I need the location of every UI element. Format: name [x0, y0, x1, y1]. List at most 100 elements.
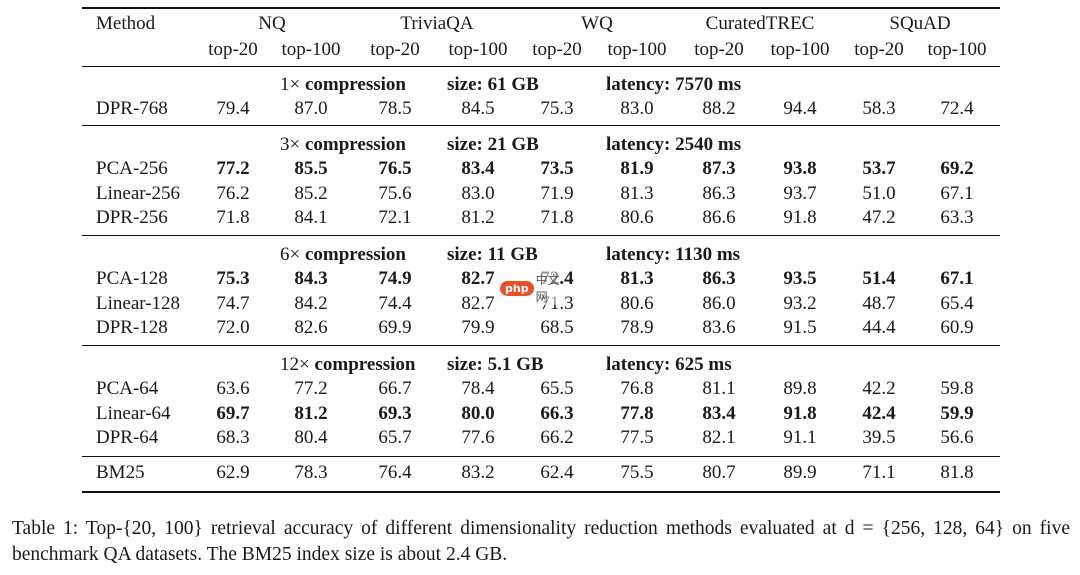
table-cell: 58.3	[862, 98, 896, 119]
dataset-header: NQ	[258, 13, 286, 34]
subheader-top-k: top-20	[208, 39, 258, 60]
table-cell: 66.3	[540, 402, 574, 424]
table-cell: 93.5	[783, 268, 817, 289]
watermark-logo: php 中文网	[500, 271, 560, 305]
table-cell: 65.7	[378, 427, 412, 448]
method-name: Linear-64	[96, 402, 171, 424]
table-cell: 80.4	[294, 427, 328, 448]
table-cell: 83.2	[461, 462, 495, 483]
table-cell: 68.5	[540, 317, 574, 338]
dataset-header: TriviaQA	[400, 13, 474, 34]
table-cell: 83.0	[461, 182, 495, 204]
table-cell: 53.7	[862, 158, 896, 179]
table-cell: 75.3	[540, 98, 574, 119]
subheader-top-k: top-100	[607, 39, 667, 60]
table-cell: 78.5	[378, 98, 412, 119]
table-cell: 71.1	[862, 462, 896, 483]
table-cell: 83.4	[461, 158, 495, 179]
size-label: size: 11 GB	[447, 244, 538, 265]
table-cell: 42.4	[862, 402, 896, 424]
table-cell: 76.5	[378, 158, 412, 179]
table-cell: 78.4	[461, 378, 495, 399]
subheader-top-k: top-20	[532, 39, 582, 60]
subheader-top-k: top-20	[370, 39, 420, 60]
compression-label: 6× compression	[280, 244, 406, 265]
table-cell: 56.6	[940, 427, 974, 448]
table-cell: 76.8	[620, 378, 654, 399]
table-cell: 80.7	[702, 462, 736, 483]
table-cell: 84.3	[294, 268, 328, 289]
table-cell: 81.2	[461, 207, 495, 228]
table-caption: Table 1: Top-{20, 100} retrieval accurac…	[12, 518, 1070, 565]
method-name: DPR-256	[96, 207, 168, 228]
table-cell: 69.2	[940, 158, 974, 179]
table-cell: 89.8	[783, 378, 817, 399]
table-cell: 66.7	[378, 378, 412, 399]
dataset-header: WQ	[581, 13, 613, 34]
table-cell: 87.3	[702, 158, 736, 179]
dataset-header: SQuAD	[889, 13, 951, 34]
table-cell: 84.1	[294, 207, 328, 228]
table-cell: 94.4	[783, 98, 817, 119]
table-cell: 67.1	[940, 268, 974, 289]
table-cell: 83.6	[702, 317, 736, 338]
table-cell: 82.7	[461, 292, 495, 314]
table-cell: 76.4	[378, 462, 412, 483]
table-cell: 84.2	[294, 292, 328, 314]
table-cell: 81.8	[940, 462, 974, 483]
table-cell: 66.2	[540, 427, 574, 448]
latency-label: latency: 2540 ms	[606, 134, 742, 155]
table-cell: 71.8	[540, 207, 574, 228]
table-cell: 39.5	[862, 427, 896, 448]
table-cell: 88.2	[702, 98, 736, 119]
table-cell: 62.4	[540, 462, 574, 483]
section-rule	[82, 125, 1000, 126]
subheader-top-k: top-20	[854, 39, 904, 60]
table-cell: 83.0	[620, 98, 654, 119]
table-cell: 93.8	[783, 158, 817, 179]
table-cell: 77.8	[620, 402, 654, 424]
table-cell: 63.3	[940, 207, 974, 228]
method-name: BM25	[96, 462, 145, 483]
table-cell: 82.1	[702, 427, 736, 448]
method-name: PCA-64	[96, 378, 159, 399]
table-cell: 65.4	[940, 292, 974, 314]
method-name: Linear-128	[96, 292, 181, 314]
compression-label: 3× compression	[280, 134, 406, 155]
table-cell: 73.5	[540, 158, 574, 179]
table-cell: 74.7	[216, 292, 250, 314]
table-cell: 81.3	[620, 182, 654, 204]
method-name: DPR-768	[96, 98, 168, 119]
table-cell: 93.2	[783, 292, 817, 314]
table-cell: 86.0	[702, 292, 736, 314]
table-cell: 84.5	[461, 98, 495, 119]
table-cell: 80.6	[620, 292, 654, 314]
latency-label: latency: 7570 ms	[606, 74, 742, 95]
watermark-text: 中文网	[535, 271, 560, 305]
table-cell: 48.7	[862, 292, 896, 314]
table-cell: 74.4	[378, 292, 412, 314]
table-cell: 81.9	[620, 158, 654, 179]
table-cell: 60.9	[940, 317, 974, 338]
subheader-top-k: top-100	[448, 39, 508, 60]
latency-label: latency: 625 ms	[606, 354, 732, 375]
table-cell: 85.5	[294, 158, 328, 179]
bottom-rule	[82, 491, 1000, 493]
table-cell: 75.3	[216, 268, 250, 289]
table-cell: 91.8	[783, 402, 817, 424]
table-cell: 82.7	[461, 268, 495, 289]
table-cell: 93.7	[783, 182, 817, 204]
table-cell: 72.4	[940, 98, 974, 119]
table-cell: 87.0	[294, 98, 328, 119]
table-cell: 75.6	[378, 182, 412, 204]
table-cell: 79.9	[461, 317, 495, 338]
table-cell: 89.9	[783, 462, 817, 483]
table-cell: 51.4	[862, 268, 896, 289]
table-cell: 83.4	[702, 402, 736, 424]
table-cell: 69.9	[378, 317, 412, 338]
method-name: PCA-256	[96, 158, 168, 179]
table-cell: 63.6	[216, 378, 250, 399]
table-cell: 62.9	[216, 462, 250, 483]
section-rule	[82, 235, 1000, 236]
table-cell: 72.0	[216, 317, 250, 338]
